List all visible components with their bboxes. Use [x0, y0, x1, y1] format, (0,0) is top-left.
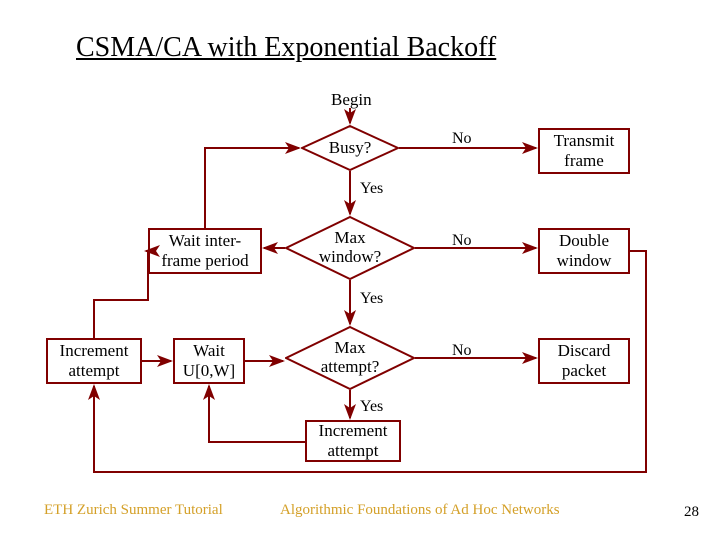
- footer-left: ETH Zurich Summer Tutorial: [44, 502, 223, 519]
- label-maxwin-no: No: [452, 232, 472, 250]
- node-increment-attempt-bottom: Incrementattempt: [305, 420, 401, 462]
- node-increment-attempt-left: Incrementattempt: [46, 338, 142, 384]
- node-double-window: Doublewindow: [538, 228, 630, 274]
- label-busy-yes: Yes: [360, 180, 383, 198]
- node-discard-packet: Discardpacket: [538, 338, 630, 384]
- node-transmit-frame: Transmitframe: [538, 128, 630, 174]
- node-wait-uniform: WaitU[0,W]: [173, 338, 245, 384]
- decision-busy: Busy?: [301, 125, 399, 171]
- page-number: 28: [684, 504, 699, 521]
- decision-max-window: Maxwindow?: [285, 216, 415, 280]
- label-maxatt-yes: Yes: [360, 398, 383, 416]
- node-wait-interframe: Wait inter-frame period: [148, 228, 262, 274]
- slide-title: CSMA/CA with Exponential Backoff: [76, 32, 496, 64]
- node-begin: Begin: [331, 90, 372, 110]
- decision-max-attempt: Maxattempt?: [285, 326, 415, 390]
- label-busy-no: No: [452, 130, 472, 148]
- footer-center: Algorithmic Foundations of Ad Hoc Networ…: [280, 502, 560, 519]
- label-maxwin-yes: Yes: [360, 290, 383, 308]
- label-maxatt-no: No: [452, 342, 472, 360]
